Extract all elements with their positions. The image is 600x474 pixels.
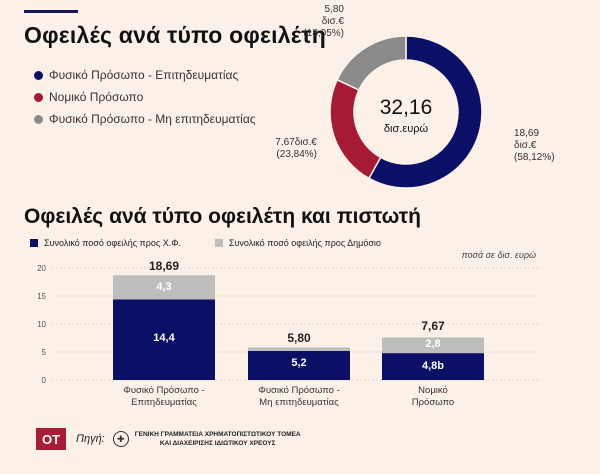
- bar-chart-title: Οφειλές ανά τύπο οφειλέτη και πιστωτή: [24, 205, 422, 228]
- slice-label-1-line2: (23,84%): [276, 149, 317, 160]
- bar-legend-label-1: Συνολικό ποσό οφειλής προς Δημόσιο: [228, 238, 381, 248]
- bar-bottom-label-2: 4,8b: [422, 360, 444, 372]
- slice-label-nomiko: 7,67δισ.€ (23,84%): [275, 137, 317, 160]
- bar-legend-swatch-1: [214, 239, 223, 247]
- bar-legend-item-1: Συνολικό ποσό οφειλής προς Δημόσιο: [214, 238, 381, 248]
- bar-1-series-0: [248, 350, 350, 380]
- bar-total-2: 7,67: [421, 319, 445, 333]
- xlabel-0-line2: Επιτηδευματίας: [131, 397, 197, 408]
- bar-legend-item-0: Συνολικό ποσό οφειλής προς Χ.Φ.: [30, 238, 181, 248]
- bar-legend-swatch-0: [30, 239, 38, 247]
- donut-center-value: 32,16: [380, 96, 433, 119]
- ot-logo: OT: [36, 428, 66, 450]
- bar-total-1: 5,80: [287, 331, 311, 345]
- donut-legend: Φυσικό Πρόσωπο - Επιτηδευματίας Νομικό Π…: [34, 64, 256, 130]
- ytick-15: 15: [37, 292, 46, 301]
- ytick-0: 0: [42, 376, 47, 385]
- xlabel-2-line1: Νομικό: [418, 385, 448, 396]
- bar-2-series-1: [382, 337, 484, 354]
- legend-item-2: Φυσικό Πρόσωπο - Μη επιτηδευματίας: [34, 108, 256, 130]
- source-line-2: ΚΑΙ ΔΙΑΧΕΙΡΙΣΗΣ ΙΔΙΩΤΙΚΟΥ ΧΡΕΟΥΣ: [159, 440, 276, 447]
- unit-label: ποσά σε δισ. ευρώ: [461, 250, 536, 260]
- slice-label-0-line2: δισ.€: [514, 140, 537, 151]
- bar-segment-labels: 14,4 4,3 5,2 4,8b 2,8: [153, 281, 444, 372]
- ytick-20: 20: [37, 264, 46, 273]
- legend-dot-0: [34, 70, 43, 80]
- donut-center-unit: δισ.ευρώ: [384, 123, 429, 135]
- bar-top-label-0: 4,3: [156, 281, 171, 293]
- donut-title: Οφειλές ανά τύπο οφειλέτη: [24, 22, 326, 48]
- source-organization: ΓΕΝΙΚΗ ΓΡΑΜΜΑΤΕΙΑ ΧΡΗΜΑΤΟΠΙΣΤΩΤΙΚΟΥ ΤΟΜΕ…: [135, 430, 301, 448]
- slice-label-0-line1: 18,69: [514, 128, 539, 139]
- legend-dot-2: [34, 114, 43, 124]
- slice-label-0-line3: (58,12%): [514, 152, 555, 163]
- bar-1-series-1: [248, 347, 350, 351]
- bar-bottom-label-0: 14,4: [153, 332, 175, 344]
- donut-slice-0: [367, 35, 483, 189]
- y-axis-ticks: 0 5 10 15 20: [37, 264, 46, 385]
- bar-bottom-label-1: 5,2: [291, 357, 306, 369]
- bar-0-series-1: [113, 275, 215, 300]
- xlabel-1-line2: Μη επιτηδευματίας: [259, 397, 339, 408]
- donut-slice-2: [336, 35, 407, 91]
- bar-totals: 18,69 5,80 7,67: [149, 259, 445, 345]
- footer: OT Πηγή: ✚ ΓΕΝΙΚΗ ΓΡΑΜΜΑΤΕΙΑ ΧΡΗΜΑΤΟΠΙΣΤ…: [36, 428, 301, 450]
- bar-legend: Συνολικό ποσό οφειλής προς Χ.Φ. Συνολικό…: [30, 238, 381, 248]
- slice-label-fp-epit: 18,69 δισ.€ (58,12%): [514, 128, 555, 163]
- xlabel-2-line2: Πρόσωπο: [412, 397, 454, 408]
- xlabel-1-line1: Φυσικό Πρόσωπο -: [258, 385, 340, 396]
- slice-label-fp-mi-epit: 5,80 δισ.€ (18,05%): [303, 4, 344, 39]
- legend-item-1: Νομικό Πρόσωπο: [34, 86, 256, 108]
- bar-2-series-0: [382, 353, 484, 380]
- legend-label-2: Φυσικό Πρόσωπο - Μη επιτηδευματίας: [49, 112, 256, 126]
- bar-legend-label-0: Συνολικό ποσό οφειλής προς Χ.Φ.: [44, 238, 181, 248]
- ytick-10: 10: [37, 320, 46, 329]
- donut-chart: [329, 35, 483, 189]
- top-accent-rule: [24, 10, 78, 13]
- ytick-5: 5: [42, 348, 47, 357]
- donut-slice-1: [329, 78, 382, 180]
- legend-label-0: Φυσικό Πρόσωπο - Επιτηδευματίας: [49, 68, 239, 82]
- source-line-1: ΓΕΝΙΚΗ ΓΡΑΜΜΑΤΕΙΑ ΧΡΗΜΑΤΟΠΙΣΤΩΤΙΚΟΥ ΤΟΜΕ…: [134, 431, 301, 438]
- legend-item-0: Φυσικό Πρόσωπο - Επιτηδευματίας: [34, 64, 256, 86]
- greek-emblem-icon: ✚: [112, 431, 129, 447]
- source-label: Πηγή:: [76, 433, 105, 445]
- legend-label-1: Νομικό Πρόσωπο: [49, 90, 144, 104]
- bar-total-0: 18,69: [149, 259, 179, 273]
- bar-marks: [113, 275, 484, 380]
- bar-0-series-0: [113, 299, 215, 380]
- legend-dot-1: [34, 92, 43, 102]
- x-axis-labels: Φυσικό Πρόσωπο - Επιτηδευματίας Φυσικό Π…: [123, 385, 454, 408]
- slice-label-2-line2: δισ.€: [322, 16, 345, 27]
- slice-label-1-line1: 7,67δισ.€: [275, 137, 317, 148]
- slice-label-2-line1: 5,80: [325, 4, 345, 15]
- slice-label-2-line3: (18,05%): [303, 28, 344, 39]
- xlabel-0-line1: Φυσικό Πρόσωπο -: [123, 385, 205, 396]
- bar-top-label-2: 2,8: [425, 338, 440, 350]
